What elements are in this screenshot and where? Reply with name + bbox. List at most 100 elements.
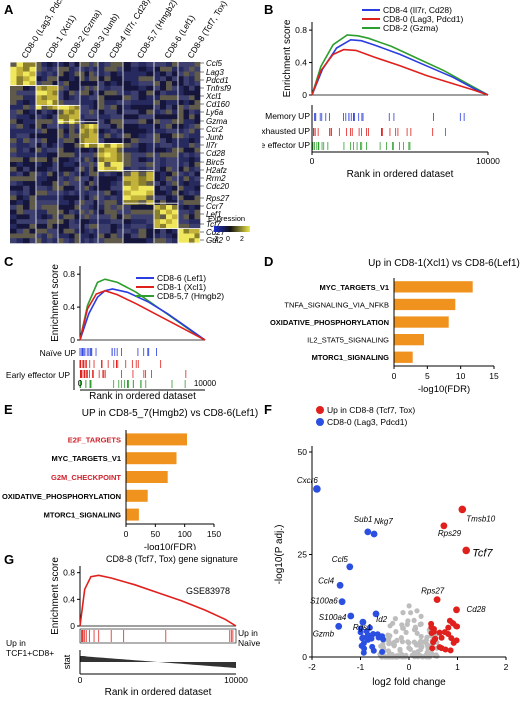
bar <box>394 316 449 328</box>
heatmap-cell <box>110 171 117 177</box>
labeled-point <box>372 610 380 618</box>
heatmap-cell <box>116 143 124 149</box>
heatmap-cell <box>63 166 70 172</box>
heatmap-cell <box>80 185 85 191</box>
heatmap-cell <box>138 81 147 87</box>
heatmap-cell <box>123 200 132 206</box>
heatmap-cell <box>93 62 99 68</box>
heatmap-cell <box>166 109 173 115</box>
point-ns <box>380 645 387 651</box>
heatmap-cell <box>189 214 195 220</box>
heatmap-cell <box>194 119 201 125</box>
heatmap-cell <box>52 209 59 215</box>
heatmap-cell <box>130 209 139 215</box>
heatmap-cell <box>80 223 85 229</box>
heatmap-cell <box>138 166 147 172</box>
heatmap-cell <box>89 143 94 149</box>
heatmap-cell <box>130 90 139 96</box>
heatmap-cell <box>110 209 117 215</box>
heatmap-cell <box>130 109 139 115</box>
heatmap-cell <box>16 147 24 153</box>
heatmap-cell <box>189 171 195 177</box>
heatmap-cell <box>189 119 195 125</box>
heatmap-cell <box>89 90 94 96</box>
heatmap-cell <box>154 133 161 139</box>
heatmap-cell <box>146 219 155 225</box>
heatmap-cell <box>160 157 167 163</box>
heatmap-cell <box>194 209 201 215</box>
heatmap-cell <box>189 219 195 225</box>
heatmap-cell <box>52 162 59 168</box>
heatmap-cell <box>183 90 190 96</box>
legend-label: CD8-0 (Lag3, Pdcd1) <box>327 417 407 427</box>
heatmap-cell <box>10 228 17 234</box>
heatmap-cell <box>104 147 111 153</box>
heatmap-cell <box>29 176 37 182</box>
gene-label: Rps29 <box>438 529 462 538</box>
heatmap-cell <box>84 109 90 115</box>
heatmap-cell <box>89 152 94 158</box>
heatmap-cell <box>138 114 147 120</box>
heatmap-cell <box>63 128 70 134</box>
heatmap-cell <box>130 190 139 196</box>
heatmap-cell <box>93 204 99 210</box>
heatmap-cell <box>16 90 24 96</box>
point-up <box>442 646 449 653</box>
heatmap-cell <box>160 223 167 229</box>
heatmap-cell <box>69 123 75 129</box>
heatmap-cell <box>84 104 90 110</box>
heatmap-cell <box>104 109 111 115</box>
heatmap-cell <box>52 81 59 87</box>
heatmap-cell <box>58 133 64 139</box>
heatmap-cell <box>63 204 70 210</box>
heatmap-cell <box>80 85 85 91</box>
heatmap-cell <box>116 200 124 206</box>
panel-letter: A <box>4 2 14 17</box>
heatmap-cell <box>98 152 105 158</box>
heatmap-cell <box>52 228 59 234</box>
heatmap-cell <box>166 233 173 239</box>
heatmap-cell <box>69 204 75 210</box>
heatmap-cell <box>93 233 99 239</box>
heatmap-cell <box>146 62 155 68</box>
heatmap-cell <box>84 162 90 168</box>
heatmap-cell <box>36 81 42 87</box>
heatmap-cell <box>69 190 75 196</box>
heatmap-cell <box>36 195 42 201</box>
heatmap-cell <box>74 185 81 191</box>
heatmap-cell <box>130 81 139 87</box>
gene-label: Cxcr6 <box>297 476 318 485</box>
heatmap-cell <box>41 85 48 91</box>
heatmap-cell <box>138 85 147 91</box>
heatmap-cell <box>23 104 30 110</box>
heatmap-cell <box>160 81 167 87</box>
x-axis-label: -log10(FDR) <box>144 542 196 550</box>
heatmap-cell <box>172 176 179 182</box>
heatmap-cell <box>183 71 190 77</box>
heatmap-cell <box>194 133 201 139</box>
heatmap-cell <box>10 185 17 191</box>
heatmap-cell <box>80 66 85 72</box>
heatmap-cell <box>69 162 75 168</box>
heatmap-cell <box>98 195 105 201</box>
heatmap-cell <box>116 138 124 144</box>
heatmap-cell <box>183 138 190 144</box>
y-tick-label: 0.4 <box>63 594 75 604</box>
heatmap-cell <box>10 104 17 110</box>
heatmap-cell <box>29 85 37 91</box>
heatmap-cell <box>69 138 75 144</box>
heatmap-cell <box>47 152 53 158</box>
heatmap-cell <box>194 228 201 234</box>
heatmap-cell <box>189 181 195 187</box>
heatmap-cell <box>10 195 17 201</box>
heatmap-cell <box>146 166 155 172</box>
heatmap-cell <box>47 71 53 77</box>
heatmap-cell <box>80 71 85 77</box>
heatmap-cell <box>10 119 17 125</box>
heatmap-cell <box>47 95 53 101</box>
panel-letter: C <box>4 254 14 269</box>
heatmap-cell <box>41 76 48 82</box>
heatmap-cell <box>74 171 81 177</box>
point-ns <box>399 639 405 645</box>
heatmap-cell <box>110 66 117 72</box>
